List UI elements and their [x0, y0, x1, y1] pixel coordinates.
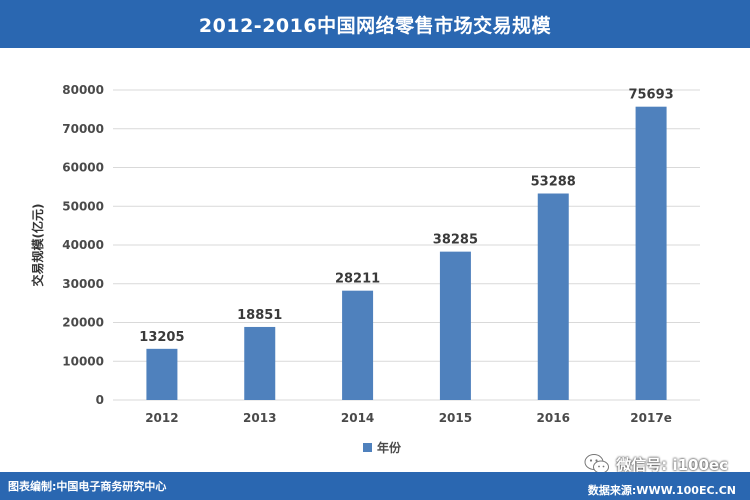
- bar-2012: [146, 348, 178, 400]
- x-tick-label: 2012: [145, 411, 178, 425]
- data-labels: 13205 18851 28211 38285 53288 75693: [139, 88, 673, 345]
- footer-source: 数据来源:WWW.100EC.CN: [587, 484, 736, 497]
- legend-label: 年份: [377, 440, 402, 455]
- data-label: 28211: [335, 272, 380, 287]
- bar-2014: [342, 290, 374, 400]
- x-tick-label: 2016: [537, 411, 570, 425]
- y-tick-label: 30000: [62, 277, 104, 291]
- chart-title: 2012-2016中国网络零售市场交易规模: [198, 14, 552, 37]
- data-label: 13205: [139, 330, 184, 345]
- wechat-icon: [584, 454, 610, 474]
- x-tick-label: 2017e: [630, 411, 672, 425]
- wechat-watermark: 微信号: i100ec: [584, 452, 728, 476]
- data-label: 53288: [531, 175, 576, 190]
- y-tick-label: 0: [96, 393, 104, 407]
- y-tick-label: 60000: [62, 161, 104, 175]
- y-tick-label: 40000: [62, 238, 104, 252]
- y-tick-label: 50000: [62, 199, 104, 213]
- x-axis-ticks: 2012 2013 2014 2015 2016 2017e: [145, 411, 672, 425]
- y-tick-label: 10000: [62, 354, 104, 368]
- bar-2016: [537, 193, 569, 400]
- data-label: 75693: [628, 88, 673, 103]
- footer-bar: 图表编制:中国电子商务研究中心 数据来源:WWW.100EC.CN: [0, 472, 750, 500]
- legend-swatch: [363, 443, 372, 452]
- x-tick-label: 2013: [243, 411, 276, 425]
- x-tick-label: 2014: [341, 411, 374, 425]
- bar-2013: [244, 326, 276, 400]
- data-label: 38285: [433, 233, 478, 248]
- bar-2017e: [635, 106, 667, 400]
- y-axis-ticks: 0 10000 20000 30000 40000 50000 60000 70000 8000…: [62, 83, 104, 407]
- title-bar: 2012-2016中国网络零售市场交易规模: [0, 0, 750, 48]
- y-tick-label: 20000: [62, 316, 104, 330]
- x-tick-label: 2015: [439, 411, 472, 425]
- bar-2015: [439, 251, 471, 400]
- bars: [146, 106, 667, 400]
- y-axis-label: 交易规模(亿元): [30, 204, 45, 287]
- legend: 年份: [363, 440, 402, 455]
- y-tick-label: 70000: [62, 122, 104, 136]
- wechat-id-text: 微信号: i100ec: [616, 455, 728, 474]
- data-label: 18851: [237, 308, 282, 323]
- footer-credit: 图表编制:中国电子商务研究中心: [8, 480, 167, 493]
- gridlines: [113, 89, 700, 401]
- y-tick-label: 80000: [62, 83, 104, 97]
